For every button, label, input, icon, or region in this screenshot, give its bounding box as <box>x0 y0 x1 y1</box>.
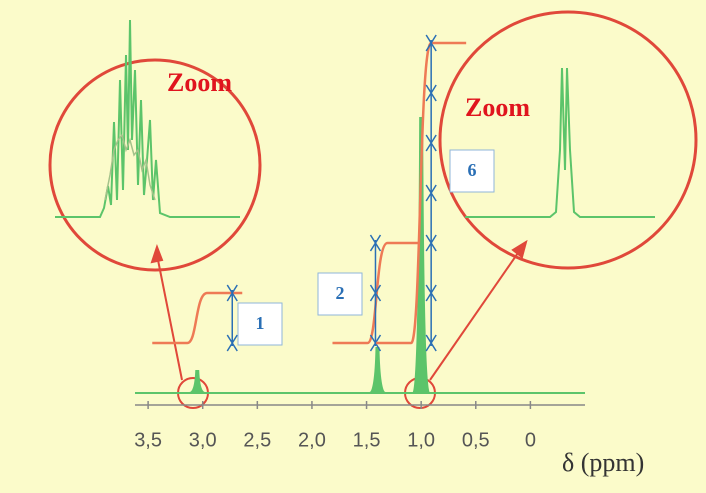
peak <box>189 370 206 394</box>
x-tick-label: 2,5 <box>243 429 271 451</box>
integral-curve <box>376 41 467 345</box>
zoom-pointers <box>150 239 528 409</box>
zoom-right: Zoom <box>438 10 698 270</box>
integral-label: 6 <box>468 160 477 180</box>
x-tick-label: 2,0 <box>298 429 326 451</box>
x-axis-label: δ (ppm) <box>562 448 644 477</box>
arrow-head <box>369 284 382 302</box>
peak <box>369 347 386 394</box>
arrow-head <box>226 284 238 302</box>
arrow-head <box>369 334 382 352</box>
integral-box <box>317 272 363 316</box>
arrow-head <box>425 134 437 152</box>
integral-curve <box>152 291 243 345</box>
x-tick-label: 3,0 <box>189 429 217 451</box>
x-tick-label: 0 <box>525 429 536 451</box>
arrow-head <box>226 334 238 352</box>
x-tick-label: 3,5 <box>134 429 162 451</box>
integral-label: 1 <box>256 313 265 333</box>
peak <box>412 117 431 394</box>
arrow-head <box>369 234 382 252</box>
arrow-head <box>425 334 437 352</box>
x-tick-label: 1,5 <box>353 429 381 451</box>
arrow-head <box>425 284 437 302</box>
zoom-label: Zoom <box>167 68 232 97</box>
arrow-head <box>425 34 437 52</box>
arrow-head <box>425 184 437 202</box>
integral-box <box>449 149 495 193</box>
x-tick-label: 0,5 <box>462 429 490 451</box>
zoom-left: Zoom <box>48 19 262 272</box>
arrow-head <box>425 84 437 102</box>
arrow-head <box>425 234 437 252</box>
integral-box <box>237 302 283 346</box>
integral-label: 2 <box>336 283 345 303</box>
x-tick-label: 1,0 <box>407 429 435 451</box>
integral-curve <box>332 241 423 345</box>
zoom-label: Zoom <box>465 93 530 122</box>
